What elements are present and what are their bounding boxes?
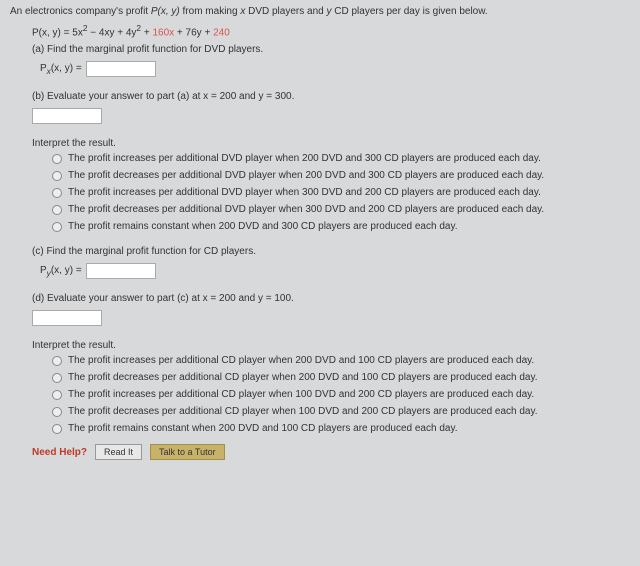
option-cd-0[interactable]: The profit increases per additional CD p… [52,355,630,366]
option-cd-1[interactable]: The profit decreases per additional CD p… [52,372,630,383]
part-d-label: (d) Evaluate your answer to part (c) at … [32,293,630,304]
option-text: The profit increases per additional DVD … [68,153,541,164]
option-ab-3[interactable]: The profit decreases per additional DVD … [52,204,630,215]
option-cd-2[interactable]: The profit increases per additional CD p… [52,389,630,400]
part-b-input[interactable] [32,108,102,124]
option-ab-2[interactable]: The profit increases per additional DVD … [52,187,630,198]
formula-t1: 5x [72,27,83,38]
pc-lhs: P [40,265,47,276]
option-text: The profit remains constant when 200 DVD… [68,423,457,434]
need-help-row: Need Help? Read It Talk to a Tutor [32,444,630,460]
intro-mid2: DVD players and [245,6,326,17]
talk-to-tutor-button[interactable]: Talk to a Tutor [150,444,225,460]
option-text: The profit increases per additional CD p… [68,389,534,400]
formula-lhs: P(x, y) = [32,27,72,38]
intro-mid: from making [180,6,241,17]
intro-text: An electronics company's profit P(x, y) … [10,6,630,17]
radio-icon [52,424,62,434]
radio-icon [52,390,62,400]
radio-icon [52,205,62,215]
radio-icon [52,171,62,181]
part-d-input[interactable] [32,310,102,326]
part-b-label: (b) Evaluate your answer to part (a) at … [32,91,630,102]
radio-icon [52,373,62,383]
part-a-label: (a) Find the marginal profit function fo… [32,44,630,55]
option-text: The profit increases per additional DVD … [68,187,541,198]
pa-lhs: P [40,63,47,74]
option-ab-1[interactable]: The profit decreases per additional DVD … [52,170,630,181]
radio-icon [52,356,62,366]
part-a-equation: Px(x, y) = [40,61,630,77]
interpret-cd-label: Interpret the result. [32,340,630,351]
profit-formula: P(x, y) = 5x2 − 4xy + 4y2 + 160x + 76y +… [32,23,630,38]
formula-t2: − 4xy + 4y [88,27,137,38]
intro-post: CD players per day is given below. [331,6,487,17]
option-text: The profit decreases per additional CD p… [68,372,538,383]
part-a-input[interactable] [86,61,156,77]
radio-icon [52,407,62,417]
option-cd-3[interactable]: The profit decreases per additional CD p… [52,406,630,417]
option-ab-0[interactable]: The profit increases per additional DVD … [52,153,630,164]
part-c-label: (c) Find the marginal profit function fo… [32,246,630,257]
option-ab-4[interactable]: The profit remains constant when 200 DVD… [52,221,630,232]
intro-pre: An electronics company's profit [10,6,151,17]
formula-160x: 160x [152,27,174,38]
formula-t4: + 76y + [174,27,213,38]
intro-fn: P(x, y) [151,6,180,17]
pc-args: (x, y) = [51,265,82,276]
option-cd-4[interactable]: The profit remains constant when 200 DVD… [52,423,630,434]
part-c-equation: Py(x, y) = [40,263,630,279]
option-text: The profit remains constant when 200 DVD… [68,221,457,232]
formula-240: 240 [213,27,230,38]
formula-t3: + [141,27,152,38]
radio-icon [52,222,62,232]
interpret-ab-label: Interpret the result. [32,138,630,149]
need-help-label: Need Help? [32,447,87,458]
option-text: The profit decreases per additional DVD … [68,204,544,215]
radio-icon [52,154,62,164]
pa-args: (x, y) = [51,63,82,74]
option-text: The profit decreases per additional DVD … [68,170,544,181]
option-text: The profit increases per additional CD p… [68,355,534,366]
option-text: The profit decreases per additional CD p… [68,406,538,417]
part-c-input[interactable] [86,263,156,279]
read-it-button[interactable]: Read It [95,444,142,460]
radio-icon [52,188,62,198]
